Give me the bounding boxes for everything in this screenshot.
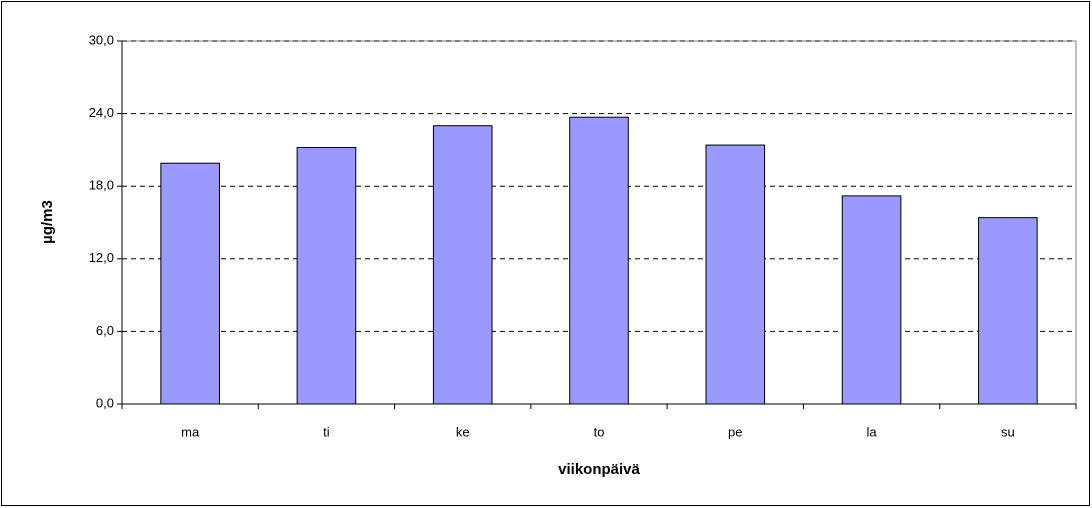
y-tick-label: 0,0: [96, 395, 114, 410]
x-tick-label: pe: [728, 424, 742, 439]
bar: [978, 217, 1038, 405]
x-tick-label: ti: [323, 424, 330, 439]
y-tick-label: 18,0: [89, 178, 114, 193]
x-tick-label: ke: [456, 424, 470, 439]
bar: [569, 116, 629, 405]
bar: [705, 144, 766, 405]
bar: [296, 146, 357, 405]
x-tick-label: ma: [181, 424, 200, 439]
x-tick-label: su: [1001, 424, 1015, 439]
bar: [841, 195, 902, 405]
y-tick-label: 24,0: [89, 105, 114, 120]
y-tick-label: 6,0: [96, 323, 114, 338]
y-tick-label: 12,0: [89, 250, 114, 265]
y-axis-label: µg/m3: [39, 200, 56, 244]
bar: [432, 125, 493, 405]
bar: [160, 162, 220, 405]
x-axis-label: viikonpäivä: [558, 461, 640, 478]
y-tick-label: 30,0: [89, 32, 114, 47]
x-tick-label: la: [867, 424, 878, 439]
x-tick-label: to: [594, 424, 605, 439]
